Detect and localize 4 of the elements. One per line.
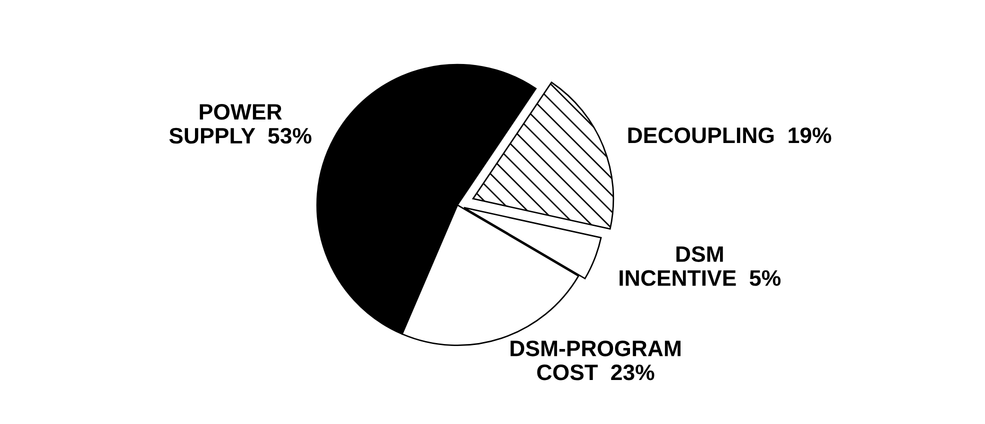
slice-label: POWER SUPPLY 53%	[169, 104, 312, 144]
slice-label: DSM INCENTIVE 5%	[620, 246, 781, 286]
slice-label: DSM-PROGRAM COST 23%	[510, 340, 680, 380]
slice-label: DECOUPLING 19%	[628, 127, 832, 144]
